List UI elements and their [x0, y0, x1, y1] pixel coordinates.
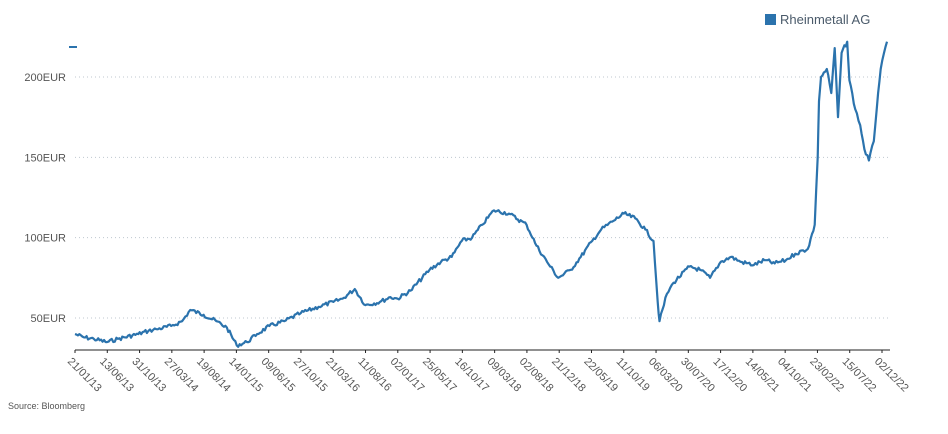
x-tick-label: 13/06/13 [97, 356, 136, 395]
x-tick-label: 14/01/15 [226, 356, 265, 395]
x-tick-label: 02/01/17 [388, 356, 427, 395]
x-tick-label: 21/12/18 [549, 356, 588, 395]
series-line-rheinmetall [74, 40, 889, 348]
gridlines [75, 76, 890, 319]
x-tick-label: 09/06/15 [259, 356, 298, 395]
legend-swatch [765, 14, 776, 25]
x-tick-label: 11/10/19 [614, 356, 652, 394]
x-tick-label: 06/03/20 [646, 356, 685, 395]
x-tick-label: 30/07/20 [678, 356, 717, 395]
x-tick-label: 21/03/16 [323, 356, 362, 395]
legend-label: Rheinmetall AG [780, 12, 871, 27]
x-tick-label: 22/05/19 [581, 356, 620, 395]
y-axis-ticks: 50EUR 100EUR 150EUR 200EUR [24, 72, 66, 325]
x-tick-label: 25/05/17 [420, 356, 459, 395]
x-tick-label: 27/10/15 [291, 356, 330, 395]
x-tick-label: 23/02/22 [807, 356, 846, 395]
x-tick-label: 11/08/16 [355, 356, 393, 394]
legend: Rheinmetall AG [765, 12, 870, 27]
x-tick-label: 27/03/14 [162, 356, 201, 395]
x-tick-label: 15/07/22 [840, 356, 879, 395]
y-tick-label: 100EUR [24, 233, 66, 245]
x-tick-label: 17/12/20 [710, 356, 749, 395]
x-tick-label: 21/01/13 [65, 356, 104, 395]
x-tick-label: 19/08/14 [194, 356, 233, 395]
x-tick-label: 02/08/18 [517, 356, 556, 395]
x-tick-label: 02/12/22 [872, 356, 911, 395]
x-axis-ticks: 21/01/1313/06/1331/10/1327/03/1419/08/14… [65, 350, 911, 394]
y-tick-label: 50EUR [31, 313, 67, 325]
x-tick-label: 04/10/21 [775, 356, 814, 395]
x-tick-label: 14/05/21 [743, 356, 782, 395]
source-note: Source: Bloomberg [8, 401, 86, 411]
x-tick-label: 09/03/18 [485, 356, 524, 395]
y-tick-label: 150EUR [24, 152, 66, 164]
x-tick-label: 16/10/17 [452, 356, 491, 395]
y-tick-label: 200EUR [24, 72, 66, 84]
x-tick-label: 31/10/13 [129, 356, 168, 395]
